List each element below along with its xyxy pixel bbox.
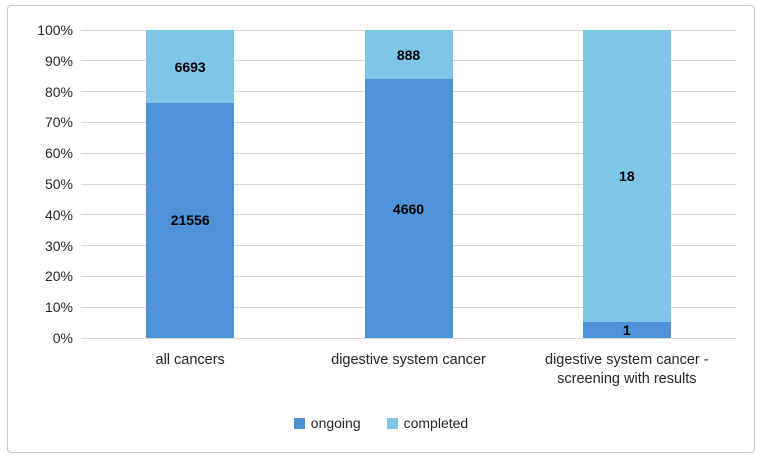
data-label: 888 <box>396 46 421 63</box>
data-label: 18 <box>619 167 635 184</box>
y-tick-label: 0% <box>52 330 73 346</box>
plot-area: 21556 6693 4660 888 1 18 <box>81 29 736 339</box>
y-tick-label: 40% <box>44 206 73 223</box>
category-label: digestive system cancer - screening with… <box>545 352 709 387</box>
y-tick-label: 20% <box>44 268 73 285</box>
y-tick-label: 80% <box>44 83 73 100</box>
y-tick-label: 60% <box>44 145 73 162</box>
bar: 4660 888 <box>364 30 453 338</box>
legend-label: ongoing <box>310 415 361 431</box>
gridline <box>81 29 736 31</box>
bar-segment-ongoing: 4660 <box>364 79 453 338</box>
gridline <box>81 337 736 339</box>
category-label: digestive system cancer <box>331 352 486 368</box>
bar: 21556 6693 <box>146 30 235 338</box>
y-tick-label: 30% <box>44 237 73 254</box>
data-label: 1 <box>622 321 631 338</box>
y-tick-label: 50% <box>44 176 73 192</box>
data-label: 6693 <box>174 58 206 75</box>
legend-swatch <box>386 418 398 429</box>
legend-item-ongoing: ongoing <box>293 415 361 431</box>
legend-label: completed <box>403 415 469 431</box>
bar: 1 18 <box>582 30 671 338</box>
y-axis: 0% 10% 20% 30% 40% 50% 60% 70% 80% 90% 100% <box>8 22 73 346</box>
category-label: all cancers <box>155 352 225 368</box>
bar-segment-completed: 888 <box>364 30 453 80</box>
y-tick-label: 90% <box>44 52 73 69</box>
legend-item-completed: completed <box>386 415 469 431</box>
y-tick-label: 100% <box>37 22 73 38</box>
bar-segment-completed: 6693 <box>146 30 235 103</box>
bar-segment-ongoing: 1 <box>582 321 671 338</box>
data-label: 21556 <box>170 212 210 229</box>
y-tick-label: 70% <box>44 114 73 131</box>
legend-swatch <box>293 418 305 429</box>
legend: ongoing completed <box>8 416 754 431</box>
data-label: 4660 <box>392 200 425 217</box>
chart-frame: 0% 10% 20% 30% 40% 50% 60% 70% 80% 90% 100% 21556 6… <box>7 5 755 453</box>
y-tick-label: 10% <box>44 299 73 316</box>
x-axis: all cancers digestive system cancer digest… <box>81 351 736 389</box>
bar-segment-ongoing: 21556 <box>146 102 235 338</box>
bar-segment-completed: 18 <box>582 30 671 322</box>
